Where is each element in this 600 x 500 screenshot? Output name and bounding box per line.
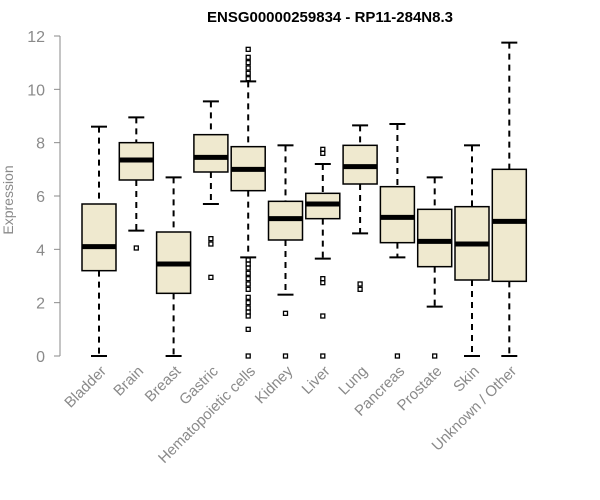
outlier-point	[208, 274, 214, 280]
box-iqr	[193, 133, 229, 173]
outlier-point	[245, 70, 251, 76]
outlier-point	[432, 353, 438, 359]
outlier-point	[245, 294, 251, 300]
box-brain	[118, 116, 155, 251]
boxes	[81, 41, 528, 359]
box-liver	[305, 146, 341, 359]
box-prostate	[416, 176, 453, 359]
y-tick-label: 4	[36, 242, 45, 259]
outlier-point	[245, 76, 251, 82]
outlier-point	[245, 276, 251, 282]
box-unknown-other	[491, 41, 528, 357]
box-hematopoietic-cells	[230, 46, 266, 359]
box-breast	[155, 176, 192, 357]
outlier-point	[394, 353, 401, 359]
outlier-point	[320, 150, 326, 156]
y-tick-label: 2	[36, 296, 45, 313]
outlier-point	[245, 60, 251, 66]
x-tick-label: Kidney	[252, 362, 297, 407]
outlier-point	[245, 281, 251, 287]
y-tick-label: 0	[36, 349, 45, 366]
y-axis: 0 2 4 6 8 10 12	[27, 29, 61, 366]
box-skin	[454, 144, 490, 357]
box-iqr	[379, 185, 416, 244]
outlier-point	[357, 286, 363, 292]
outlier-point	[245, 270, 251, 276]
y-tick-label: 12	[27, 29, 45, 46]
box-gastric	[193, 100, 229, 280]
chart-title: ENSG00000259834 - RP11-284N8.3	[207, 9, 453, 26]
box-iqr	[416, 208, 453, 268]
y-tick-label: 8	[36, 136, 45, 153]
outlier-point	[320, 313, 326, 319]
outlier-point	[357, 281, 363, 287]
x-tick-label: Bladder	[61, 363, 110, 412]
outlier-point	[245, 300, 251, 306]
y-tick-label: 6	[36, 189, 45, 206]
box-iqr	[491, 168, 528, 283]
outlier-point	[208, 236, 214, 242]
outlier-point	[320, 280, 326, 286]
box-pancreas	[379, 123, 416, 359]
outlier-point	[133, 245, 139, 251]
x-tick-label: Skin	[450, 363, 483, 396]
outlier-point	[245, 313, 251, 319]
box-lung	[342, 124, 378, 292]
outlier-point	[282, 310, 289, 316]
outlier-point	[245, 326, 251, 332]
box-bladder	[81, 125, 117, 357]
outlier-point	[245, 54, 251, 60]
outlier-point	[245, 265, 251, 271]
box-kidney	[267, 144, 304, 359]
outlier-point	[245, 353, 251, 359]
x-tick-label: Liver	[299, 363, 334, 398]
outlier-point	[245, 286, 251, 292]
y-axis-label: Expression	[0, 165, 16, 234]
outlier-point	[208, 241, 214, 247]
y-tick-label: 10	[27, 82, 45, 99]
outlier-point	[245, 46, 251, 52]
outlier-point	[282, 353, 289, 359]
outlier-point	[320, 353, 326, 359]
outlier-point	[245, 65, 251, 71]
box-iqr	[81, 203, 117, 272]
